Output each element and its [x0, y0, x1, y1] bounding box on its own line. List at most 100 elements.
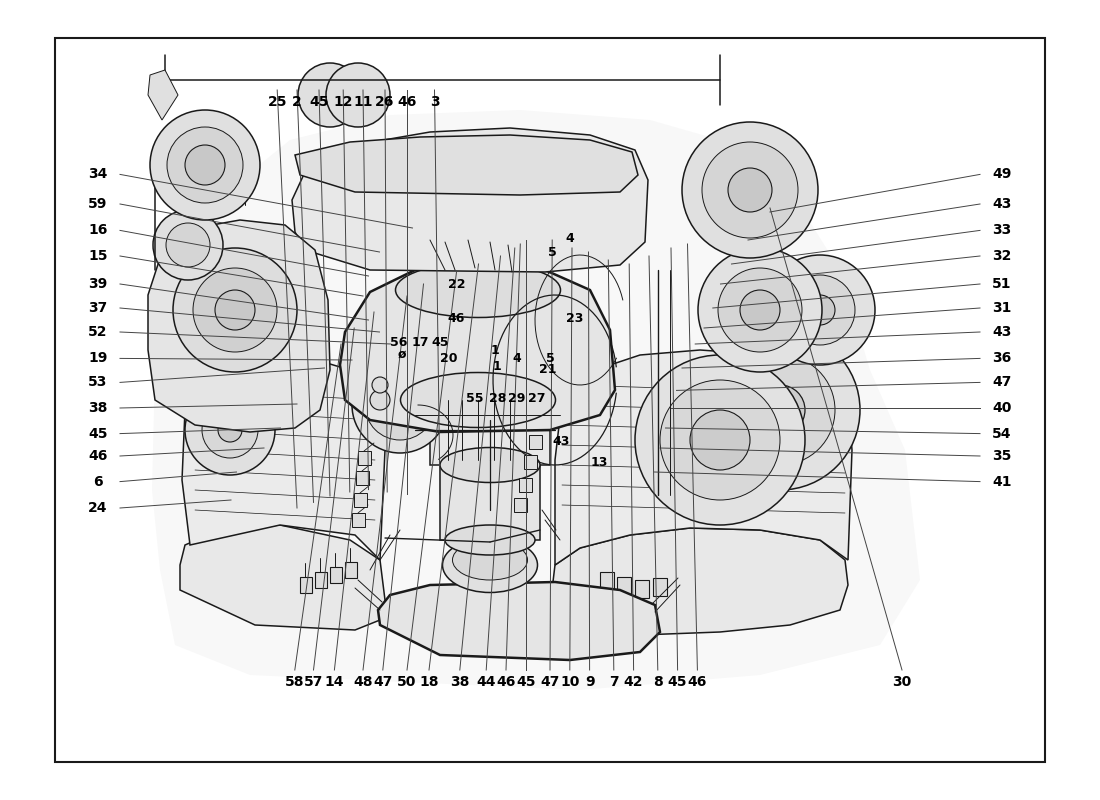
Circle shape	[173, 248, 297, 372]
Text: 15: 15	[88, 249, 108, 263]
Text: 43: 43	[992, 325, 1012, 339]
Circle shape	[660, 380, 780, 500]
Text: 43: 43	[992, 197, 1012, 211]
Circle shape	[718, 268, 802, 352]
Ellipse shape	[442, 538, 538, 593]
Ellipse shape	[448, 447, 532, 473]
Text: 45: 45	[88, 426, 108, 441]
Bar	[300, 577, 312, 593]
Text: 47: 47	[992, 375, 1012, 390]
Text: 4: 4	[565, 232, 574, 245]
Ellipse shape	[390, 220, 520, 270]
Text: 28: 28	[488, 392, 506, 405]
Text: 45: 45	[431, 336, 449, 349]
Text: 50: 50	[397, 675, 417, 689]
Text: 22: 22	[448, 278, 465, 290]
Circle shape	[764, 255, 875, 365]
Text: 13: 13	[591, 456, 608, 469]
Text: 48: 48	[353, 675, 373, 689]
Text: 49: 49	[992, 167, 1012, 182]
Circle shape	[372, 377, 388, 393]
Text: 47: 47	[373, 675, 393, 689]
Text: 33: 33	[992, 223, 1012, 238]
Circle shape	[698, 248, 822, 372]
Text: 46: 46	[496, 675, 516, 689]
Text: 41: 41	[992, 474, 1012, 489]
Polygon shape	[152, 110, 920, 690]
Text: 46: 46	[397, 95, 417, 109]
Text: 34: 34	[88, 167, 108, 182]
Text: 23: 23	[565, 312, 583, 325]
Text: 29: 29	[508, 392, 526, 405]
Circle shape	[352, 357, 448, 453]
Text: 44: 44	[476, 675, 496, 689]
Circle shape	[214, 290, 255, 330]
Ellipse shape	[396, 262, 561, 318]
Bar	[440, 460, 540, 540]
Bar	[430, 375, 550, 465]
Text: 38: 38	[88, 401, 108, 415]
Text: 11: 11	[353, 95, 373, 109]
Text: 40: 40	[992, 401, 1012, 415]
Circle shape	[166, 223, 210, 267]
Bar	[315, 572, 327, 588]
Bar	[635, 580, 649, 598]
Text: 35: 35	[992, 449, 1012, 463]
Circle shape	[202, 402, 258, 458]
Text: 10: 10	[560, 675, 580, 689]
Text: 7: 7	[609, 675, 618, 689]
Ellipse shape	[400, 373, 556, 427]
Bar	[352, 513, 365, 527]
Ellipse shape	[452, 540, 528, 580]
Text: 1: 1	[491, 344, 499, 357]
Text: 59: 59	[88, 197, 108, 211]
Circle shape	[167, 127, 243, 203]
Text: 26: 26	[375, 95, 395, 109]
Circle shape	[785, 275, 855, 345]
Bar	[519, 478, 532, 492]
Polygon shape	[148, 70, 178, 120]
Text: 57: 57	[304, 675, 323, 689]
Text: 36: 36	[992, 351, 1012, 366]
Circle shape	[740, 290, 780, 330]
Text: 38: 38	[450, 675, 470, 689]
Text: 27: 27	[528, 392, 546, 405]
Text: 43: 43	[552, 435, 570, 448]
Text: 6: 6	[94, 474, 102, 489]
Text: 58: 58	[285, 675, 305, 689]
Text: 16: 16	[88, 223, 108, 238]
Text: 8: 8	[653, 675, 662, 689]
Bar	[354, 493, 367, 507]
Text: 46: 46	[88, 449, 108, 463]
Circle shape	[185, 385, 275, 475]
Ellipse shape	[446, 525, 535, 555]
Bar	[356, 471, 369, 485]
Circle shape	[153, 210, 223, 280]
Circle shape	[185, 145, 226, 185]
Text: 21: 21	[539, 363, 557, 376]
Text: 19: 19	[88, 351, 108, 366]
Circle shape	[682, 122, 818, 258]
Text: 45: 45	[516, 675, 536, 689]
Text: 46: 46	[688, 675, 707, 689]
Text: 17: 17	[411, 336, 429, 349]
Bar	[617, 577, 631, 595]
Bar	[524, 455, 537, 469]
Bar	[358, 451, 371, 465]
Bar	[345, 562, 358, 578]
Text: 32: 32	[992, 249, 1012, 263]
Circle shape	[298, 63, 362, 127]
Text: 39: 39	[88, 277, 108, 291]
Circle shape	[690, 410, 750, 470]
Text: 46: 46	[448, 312, 465, 325]
Text: 24: 24	[88, 501, 108, 515]
Text: 37: 37	[88, 301, 108, 315]
Circle shape	[725, 355, 835, 465]
Polygon shape	[378, 582, 660, 660]
Text: 1: 1	[493, 360, 502, 373]
Text: 56: 56	[389, 336, 407, 349]
Text: 12: 12	[333, 95, 353, 109]
Text: 2: 2	[293, 95, 301, 109]
Text: 51: 51	[992, 277, 1012, 291]
Circle shape	[326, 63, 390, 127]
